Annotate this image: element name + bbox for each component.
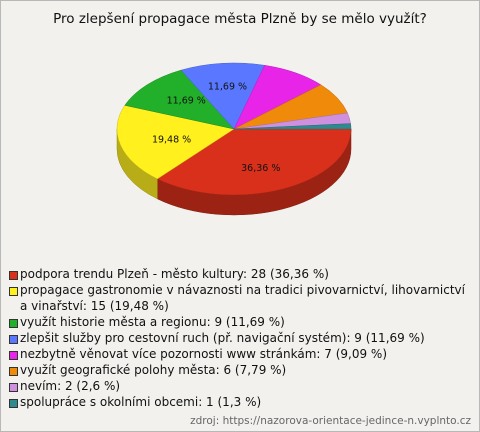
legend-item: spolupráce s okolními obcemi: 1 (1,3 %): [9, 394, 471, 410]
slice-label: 11,69 %: [167, 95, 206, 106]
legend-swatch: [9, 319, 18, 328]
legend-item: nezbytně věnovat více pozornosti www str…: [9, 346, 471, 362]
legend-swatch: [9, 271, 18, 280]
slice: [124, 69, 235, 130]
legend: podpora trendu Plzeň - město kultury: 28…: [9, 266, 471, 410]
chart-title: Pro zlepšení propagace města Plzně by se…: [53, 11, 427, 27]
slice: [233, 123, 352, 130]
legend-swatch: [9, 383, 18, 392]
source: zdroj: https://nazorova-orientace-jedinc…: [190, 415, 471, 427]
slice-label: 19,48 %: [152, 134, 191, 145]
legend-item: propagace gastronomie v návaznosti na tr…: [9, 282, 471, 314]
legend-swatch: [9, 367, 18, 376]
legend-item: využít historie města a regionu: 9 (11,6…: [9, 314, 471, 330]
legend-item: nevím: 2 (2,6 %): [9, 378, 471, 394]
legend-label: využít historie města a regionu: 9 (11,6…: [20, 315, 285, 329]
legend-label: využít geografické polohy města: 6 (7,79…: [20, 363, 287, 377]
legend-label: zlepšit služby pro cestovní ruch (př. na…: [20, 331, 425, 345]
slice: [180, 62, 266, 130]
slice: [156, 128, 352, 196]
legend-item: zlepšit služby pro cestovní ruch (př. na…: [9, 330, 471, 346]
slice-label: 11,69 %: [208, 81, 247, 92]
slice: [116, 105, 235, 180]
slice-label: 36,36 %: [241, 163, 280, 174]
legend-item: podpora trendu Plzeň - město kultury: 28…: [9, 266, 471, 282]
legend-swatch: [9, 287, 18, 296]
legend-item: využít geografické polohy města: 6 (7,79…: [9, 362, 471, 378]
legend-swatch: [9, 351, 18, 360]
pie-area: Pro zlepšení propagace města Plzně by se…: [53, 11, 427, 216]
legend-swatch: [9, 399, 18, 408]
legend-label: propagace gastronomie v návaznosti na tr…: [20, 283, 465, 313]
legend-swatch: [9, 335, 18, 344]
legend-label: nezbytně věnovat více pozornosti www str…: [20, 347, 388, 361]
pie: 36,36 % 19,48 % 11,69 %11,69 %: [116, 62, 352, 216]
legend-label: spolupráce s okolními obcemi: 1 (1,3 %): [20, 395, 262, 409]
legend-label: podpora trendu Plzeň - město kultury: 28…: [20, 267, 329, 281]
legend-label: nevím: 2 (2,6 %): [20, 379, 121, 393]
